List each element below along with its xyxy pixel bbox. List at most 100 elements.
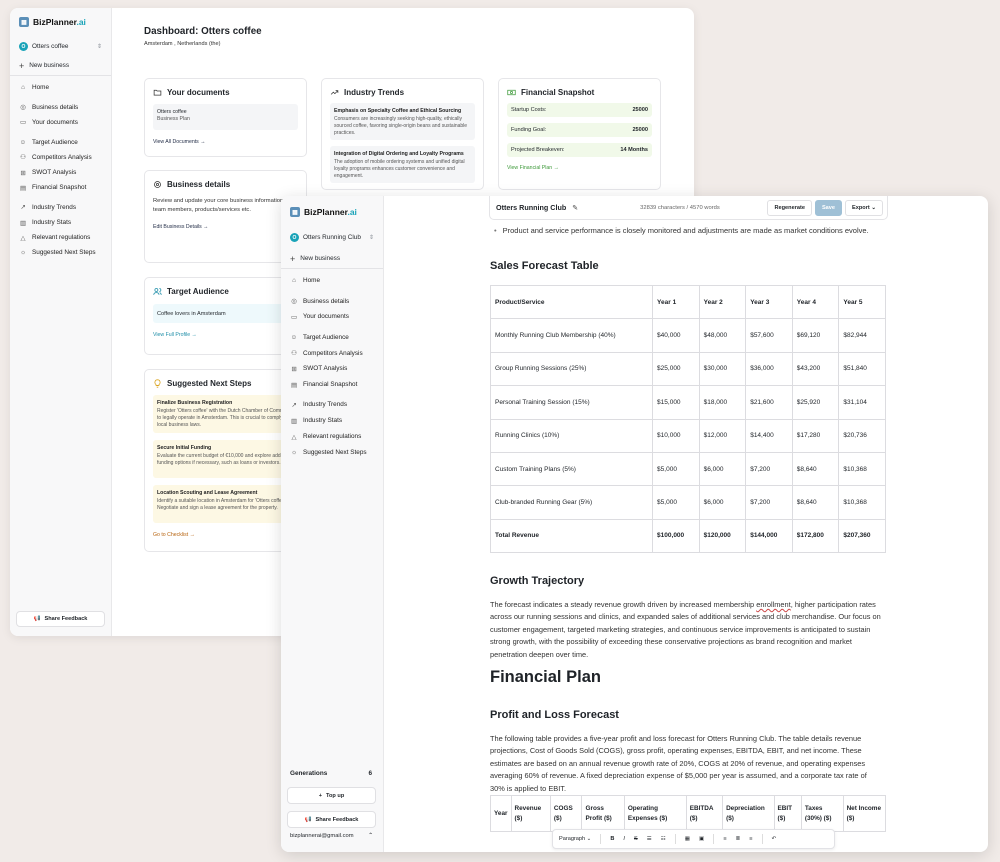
align-right-icon[interactable]: ≡ <box>749 836 753 842</box>
export-button[interactable]: Export ⌄ <box>845 199 883 216</box>
table-cell: $172,800 <box>791 518 840 554</box>
sidebar-item[interactable]: ☼ Suggested Next Steps <box>10 245 111 260</box>
bold-icon[interactable]: B <box>610 836 615 842</box>
table-cell: $14,400 <box>745 418 793 453</box>
business-selector[interactable]: O Otters Running Club ⇕ <box>290 233 374 242</box>
numbered-list-icon[interactable]: ☷ <box>660 836 666 842</box>
undo-icon[interactable]: ↶ <box>771 836 777 842</box>
column-header: Product/Service <box>489 284 654 320</box>
new-business-button[interactable]: + New business <box>290 253 341 264</box>
sidebar-item[interactable]: ▤ Financial Snapshot <box>10 180 111 195</box>
sidebar-item-label: Suggested Next Steps <box>303 448 367 456</box>
business-name: Otters coffee <box>32 43 69 50</box>
sidebar-item[interactable]: ⊞ SWOT Analysis <box>10 165 111 180</box>
view-all-documents-link[interactable]: View All Documents → <box>153 139 206 145</box>
regenerate-button[interactable]: Regenerate <box>767 199 812 216</box>
spellcheck-word: enrollment <box>756 600 791 609</box>
trend-item[interactable]: Emphasis on Specialty Coffee and Ethical… <box>330 103 475 140</box>
table-cell: Personal Training Session (15%) <box>489 385 654 420</box>
divider <box>10 75 111 76</box>
top-up-button[interactable]: + Top up <box>287 787 376 804</box>
view-full-profile-link[interactable]: View Full Profile → <box>153 332 197 338</box>
growth-paragraph: The forecast indicates a steady revenue … <box>490 600 881 659</box>
logo-icon: ▦ <box>290 207 300 217</box>
lightbulb-icon: ☼ <box>291 448 297 456</box>
image-icon[interactable]: ▣ <box>699 836 705 842</box>
trend-up-icon: ↗ <box>291 401 297 409</box>
sidebar-item[interactable]: ▥ Industry Stats <box>10 215 111 230</box>
trend-up-icon <box>330 90 339 95</box>
audience-item[interactable]: Coffee lovers in Amsterdam <box>153 304 298 323</box>
pencil-icon[interactable]: ✎ <box>572 204 579 212</box>
save-button[interactable]: Save <box>814 199 843 216</box>
chevron-down-icon: ⌄ <box>871 204 876 211</box>
align-left-icon[interactable]: ≡ <box>723 836 727 842</box>
italic-icon[interactable]: I <box>623 836 625 842</box>
step-item[interactable]: Finalize Business Registration Register … <box>153 395 298 433</box>
generations-counter: Generations 6 <box>290 770 372 777</box>
table-cell: $7,200 <box>745 485 793 520</box>
sidebar-item[interactable]: ☺ Target Audience <box>10 135 111 150</box>
table-cell: $51,840 <box>838 351 886 387</box>
sidebar-item-label: Relevant regulations <box>303 433 362 441</box>
step-item[interactable]: Location Scouting and Lease Agreement Id… <box>153 485 298 523</box>
sidebar-item[interactable]: ↗ Industry Trends <box>10 200 111 215</box>
document-editor: Otters Running Club ✎ 32839 characters /… <box>384 196 988 852</box>
table-cell: $7,200 <box>745 451 793 487</box>
sidebar-item[interactable]: ▤ Financial Snapshot <box>281 377 383 393</box>
brand-logo[interactable]: ▦ BizPlanner.ai <box>10 8 111 27</box>
growth-trajectory-heading: Growth Trajectory <box>490 575 585 587</box>
step-item[interactable]: Secure Initial Funding Evaluate the curr… <box>153 440 298 478</box>
table-icon[interactable]: ▦ <box>684 836 691 842</box>
profit-loss-paragraph: The following table provides a five-year… <box>490 734 867 793</box>
sidebar-item[interactable]: ⌂ Home <box>281 273 383 289</box>
table-cell: $207,360 <box>838 518 886 554</box>
financial-row: Funding Goal: 25000 <box>507 123 652 137</box>
sidebar-item[interactable]: ☺ Target Audience <box>281 329 383 345</box>
sidebar-item[interactable]: △ Relevant regulations <box>281 429 383 445</box>
sidebar-item[interactable]: ⚇ Competitors Analysis <box>281 345 383 361</box>
account-menu[interactable]: bizplannerai@gmail.com ⌃ <box>290 833 373 839</box>
sidebar: ▦ BizPlanner.ai O Otters Running Club ⇕ … <box>281 196 384 852</box>
sidebar-item[interactable]: ↗ Industry Trends <box>281 397 383 413</box>
gear-icon <box>154 181 161 188</box>
sidebar-item[interactable]: ⌂ Home <box>10 80 111 95</box>
align-center-icon[interactable]: ≣ <box>735 836 741 842</box>
banknote-icon: ▤ <box>19 184 27 192</box>
new-business-button[interactable]: + New business <box>19 60 70 71</box>
bullet-list-icon[interactable]: ☰ <box>646 836 652 842</box>
document-item[interactable]: Otters coffee Business Plan <box>153 104 298 130</box>
sidebar-item[interactable]: △ Relevant regulations <box>10 230 111 245</box>
sidebar-item[interactable]: ▭ Your documents <box>281 309 383 325</box>
paragraph-style-select[interactable]: Paragraph ⌄ <box>559 836 592 842</box>
brand-logo[interactable]: ▦ BizPlanner.ai <box>281 196 383 217</box>
column-header: Year 3 <box>745 284 793 320</box>
share-feedback-button[interactable]: 📢 Share Feedback <box>287 811 376 828</box>
sidebar-item[interactable]: ◎ Business details <box>281 293 383 309</box>
competitors-icon: ⚇ <box>291 350 297 358</box>
strikethrough-icon[interactable]: S <box>633 836 638 842</box>
sidebar-item-label: Home <box>303 277 321 285</box>
sidebar-item[interactable]: ☼ Suggested Next Steps <box>281 444 383 460</box>
edit-business-details-link[interactable]: Edit Business Details → <box>153 223 209 230</box>
location-text: Amsterdam , Netherlands (the) <box>144 41 221 47</box>
format-toolbar: Paragraph ⌄ B I S ☰ ☷ ▦ ▣ ≡ ≣ ≡ ↶ <box>552 829 835 849</box>
home-icon: ⌂ <box>21 84 25 92</box>
sidebar-item[interactable]: ▥ Industry Stats <box>281 413 383 429</box>
column-header: Year 2 <box>698 284 747 320</box>
go-to-checklist-link[interactable]: Go to Checklist → <box>153 532 195 538</box>
sidebar-item-label: Target Audience <box>303 333 349 341</box>
trend-item[interactable]: Integration of Digital Ordering and Loya… <box>330 146 475 183</box>
competitors-icon: ⚇ <box>20 154 26 162</box>
table-cell: $120,000 <box>698 518 747 554</box>
business-selector[interactable]: O Otters coffee ⇕ <box>19 42 102 51</box>
sidebar-item[interactable]: ▭ Your documents <box>10 115 111 130</box>
share-feedback-button[interactable]: 📢 Share Feedback <box>16 611 105 627</box>
sidebar-item[interactable]: ⊞ SWOT Analysis <box>281 361 383 377</box>
banknote-icon <box>507 89 516 96</box>
sidebar-item[interactable]: ◎ Business details <box>10 100 111 115</box>
view-financial-plan-link[interactable]: View Financial Plan → <box>507 165 559 171</box>
sidebar-item-label: Business details <box>32 103 79 111</box>
table-cell: $25,000 <box>652 351 700 387</box>
sidebar-item[interactable]: ⚇ Competitors Analysis <box>10 150 111 165</box>
